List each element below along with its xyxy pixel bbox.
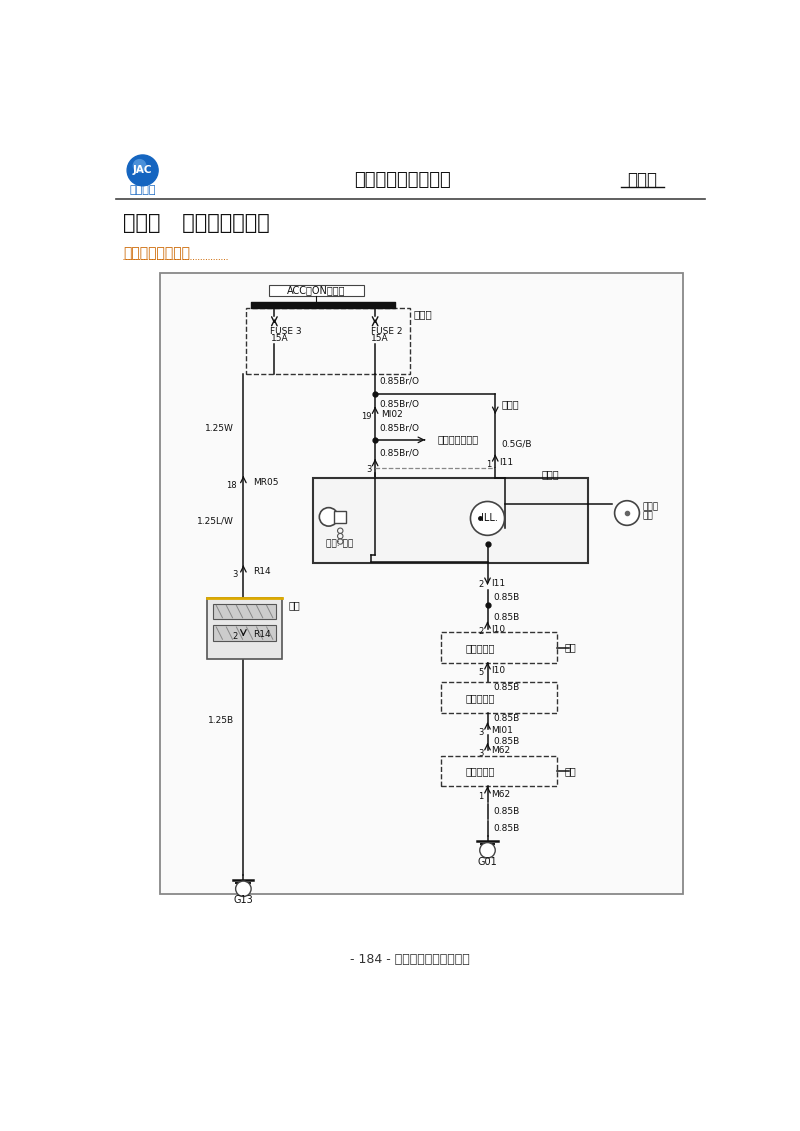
Text: I10: I10	[491, 624, 506, 633]
Text: I11: I11	[491, 579, 506, 588]
Text: 1.25L/W: 1.25L/W	[198, 516, 234, 525]
Text: 0.85B: 0.85B	[494, 824, 520, 834]
Text: 19: 19	[361, 413, 371, 421]
Text: 江淮汽车: 江淮汽车	[130, 184, 156, 195]
Bar	[441, 756, 558, 786]
Bar	[213, 625, 276, 641]
Text: 照明: 照明	[642, 511, 654, 520]
Circle shape	[480, 843, 495, 858]
Circle shape	[470, 501, 505, 535]
Text: 0.85B: 0.85B	[494, 737, 520, 746]
Text: M62: M62	[491, 746, 510, 756]
Text: MI01: MI01	[491, 726, 514, 735]
Text: ACC或ON档有电: ACC或ON档有电	[287, 285, 346, 295]
Text: R14: R14	[253, 567, 270, 576]
Text: 按下: 接通: 按下: 接通	[326, 539, 354, 549]
Circle shape	[319, 508, 338, 526]
Circle shape	[236, 881, 251, 897]
Text: 1: 1	[478, 792, 484, 801]
Text: JAC: JAC	[133, 165, 152, 175]
Text: FUSE 3: FUSE 3	[270, 327, 302, 336]
Text: FUSE 2: FUSE 2	[371, 327, 402, 336]
Bar	[246, 309, 410, 374]
Text: 插座: 插座	[288, 601, 300, 611]
Text: 0.85Br/O: 0.85Br/O	[379, 377, 419, 385]
Text: M62: M62	[491, 791, 510, 800]
Text: 见电路分配: 见电路分配	[465, 693, 494, 702]
Bar	[441, 682, 558, 714]
Text: 接头: 接头	[565, 766, 577, 776]
Text: 3: 3	[232, 570, 237, 579]
Text: G13: G13	[234, 895, 254, 905]
Bar	[161, 273, 682, 895]
Text: 0.85Br/O: 0.85Br/O	[379, 424, 419, 433]
Text: 0.85B: 0.85B	[494, 613, 520, 622]
Text: 0.85B: 0.85B	[494, 808, 520, 817]
Bar	[313, 478, 588, 563]
Bar	[269, 285, 363, 296]
Text: 点烟器: 点烟器	[542, 469, 559, 480]
Bar	[213, 604, 276, 620]
Text: 保险盒: 保险盒	[414, 310, 433, 319]
Text: G01: G01	[478, 857, 498, 866]
Circle shape	[134, 159, 146, 172]
Text: ILL.: ILL.	[481, 513, 498, 524]
Text: 0.85B: 0.85B	[494, 682, 520, 691]
Text: 1.25W: 1.25W	[205, 424, 234, 433]
Text: 见照客舱保险盒: 见照客舱保险盒	[437, 434, 478, 444]
Text: 0.85Br/O: 0.85Br/O	[379, 399, 419, 408]
Text: 第五章   车身电气线路图: 第五章 车身电气线路图	[123, 213, 270, 233]
Text: 线路图: 线路图	[627, 172, 658, 189]
Text: 1: 1	[486, 460, 491, 469]
Text: 2: 2	[478, 627, 484, 636]
Text: 3: 3	[478, 728, 484, 737]
Text: I10: I10	[491, 666, 506, 674]
Text: 接头: 接头	[565, 642, 577, 651]
Text: 5: 5	[478, 668, 484, 677]
Circle shape	[127, 155, 158, 185]
Text: 见电路分配: 见电路分配	[465, 642, 494, 653]
Text: I11: I11	[499, 458, 514, 467]
Text: 3: 3	[366, 465, 371, 474]
Text: 烟灰盒: 烟灰盒	[642, 502, 658, 511]
Text: 0.85Br/O: 0.85Br/O	[379, 449, 419, 457]
Text: 3: 3	[478, 749, 484, 758]
Bar	[207, 597, 282, 659]
Text: 见照明: 见照明	[502, 399, 519, 408]
Bar	[441, 632, 558, 663]
Text: 见电路分配: 见电路分配	[465, 766, 494, 776]
Circle shape	[614, 501, 639, 525]
Text: 2: 2	[232, 632, 237, 641]
Text: 2: 2	[478, 580, 484, 589]
Text: 0.85B: 0.85B	[494, 594, 520, 602]
Text: 1.25B: 1.25B	[208, 716, 234, 725]
Text: 0.5G/B: 0.5G/B	[502, 439, 532, 448]
Text: 0.85B: 0.85B	[494, 714, 520, 723]
Text: 瑞风商务车维修手册: 瑞风商务车维修手册	[354, 172, 450, 189]
Text: R14: R14	[253, 630, 270, 639]
Text: MR05: MR05	[253, 477, 278, 486]
Bar	[334, 511, 346, 523]
Text: MI02: MI02	[382, 409, 403, 418]
Text: 15A: 15A	[270, 334, 288, 343]
Text: - 184 - 江淮汽车股份有限公司: - 184 - 江淮汽车股份有限公司	[350, 953, 470, 966]
Text: 15A: 15A	[371, 334, 389, 343]
Text: 18: 18	[226, 481, 237, 490]
Text: 一、点烟器线路图: 一、点烟器线路图	[123, 247, 190, 260]
